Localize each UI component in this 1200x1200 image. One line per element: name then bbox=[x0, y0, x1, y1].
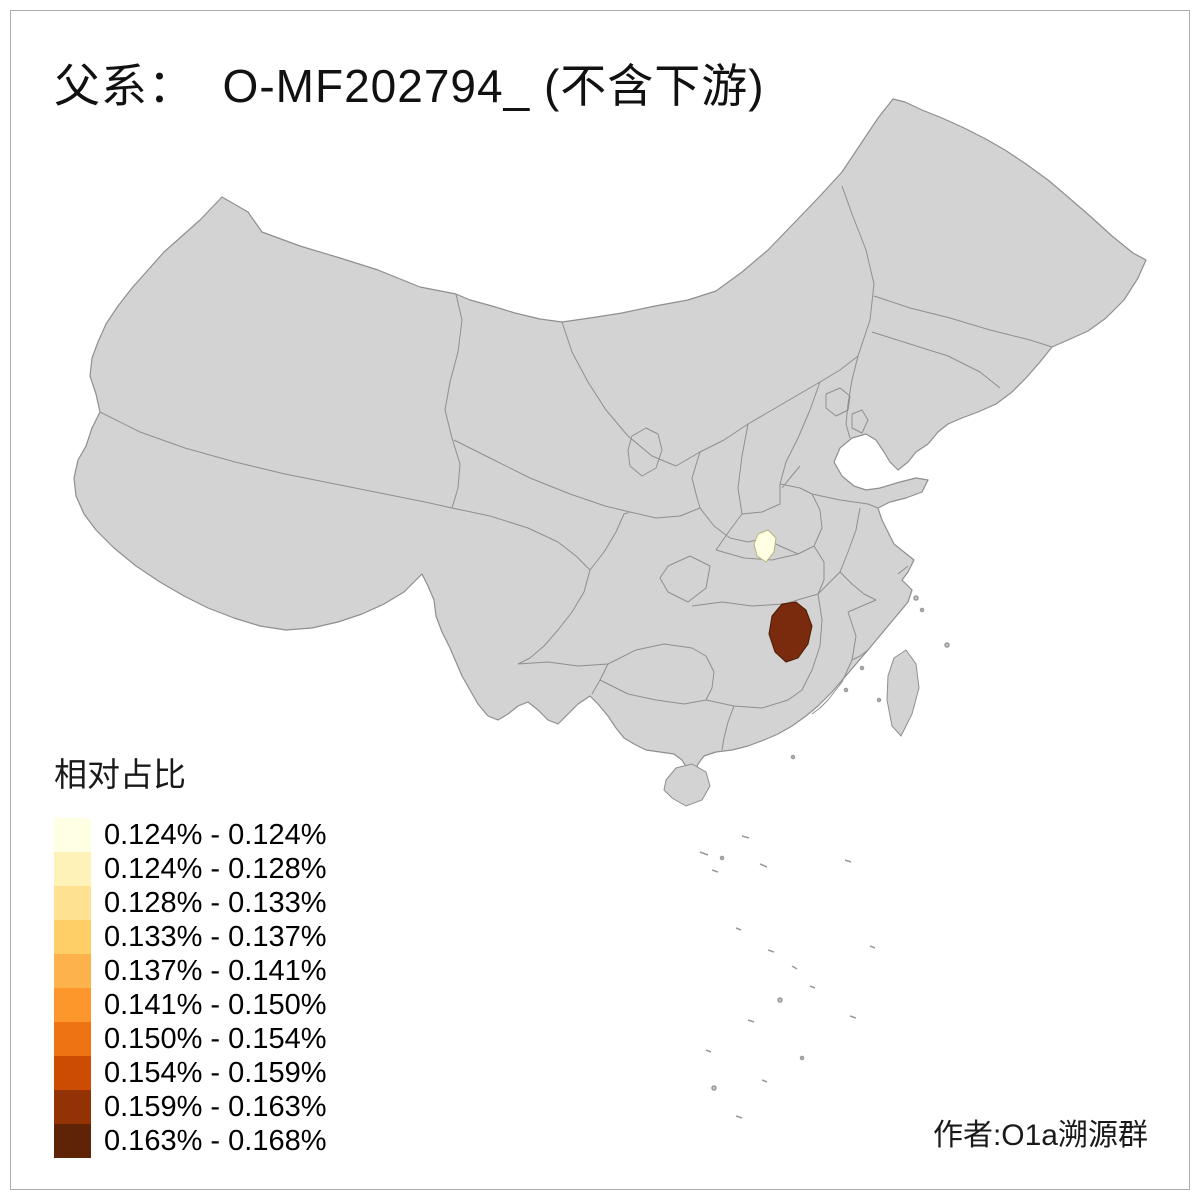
legend-title: 相对占比 bbox=[54, 756, 186, 793]
legend: 相对占比 0.124% - 0.124% 0.124% - 0.128% 0.1… bbox=[54, 748, 326, 1158]
legend-items: 0.124% - 0.124% 0.124% - 0.128% 0.128% -… bbox=[54, 818, 326, 1158]
legend-item: 0.124% - 0.128% bbox=[54, 852, 326, 886]
legend-swatch bbox=[54, 886, 91, 920]
china-mainland bbox=[73, 98, 1147, 775]
legend-item: 0.150% - 0.154% bbox=[54, 1022, 326, 1056]
legend-swatch bbox=[54, 1022, 91, 1056]
legend-label: 0.137% - 0.141% bbox=[104, 954, 327, 987]
legend-item: 0.159% - 0.163% bbox=[54, 1090, 326, 1124]
legend-swatch bbox=[54, 988, 91, 1022]
legend-item: 0.137% - 0.141% bbox=[54, 954, 326, 988]
legend-item: 0.163% - 0.168% bbox=[54, 1124, 326, 1158]
legend-label: 0.128% - 0.133% bbox=[104, 886, 327, 919]
region-lowest-bin bbox=[753, 529, 777, 563]
legend-swatch bbox=[54, 954, 91, 988]
author-credit: 作者:O1a溯源群 bbox=[932, 1119, 1148, 1152]
legend-item: 0.133% - 0.137% bbox=[54, 920, 326, 954]
hainan-island bbox=[663, 763, 711, 807]
legend-label: 0.150% - 0.154% bbox=[104, 1022, 327, 1055]
legend-label: 0.159% - 0.163% bbox=[104, 1090, 327, 1123]
legend-item: 0.141% - 0.150% bbox=[54, 988, 326, 1022]
legend-swatch bbox=[54, 1124, 91, 1158]
legend-label: 0.141% - 0.150% bbox=[104, 988, 327, 1021]
legend-label: 0.163% - 0.168% bbox=[104, 1124, 327, 1157]
taiwan-island bbox=[886, 649, 920, 737]
legend-swatch bbox=[54, 852, 91, 886]
legend-label: 0.154% - 0.159% bbox=[104, 1056, 327, 1089]
legend-label: 0.124% - 0.124% bbox=[104, 818, 327, 851]
map-title: 父系： O-MF202794_ (不含下游) bbox=[54, 60, 765, 112]
legend-swatch bbox=[54, 818, 91, 852]
legend-swatch bbox=[54, 1090, 91, 1124]
legend-item: 0.124% - 0.124% bbox=[54, 818, 326, 852]
legend-item: 0.128% - 0.133% bbox=[54, 886, 326, 920]
legend-label: 0.133% - 0.137% bbox=[104, 920, 327, 953]
legend-item: 0.154% - 0.159% bbox=[54, 1056, 326, 1090]
province-borders bbox=[99, 185, 1053, 751]
legend-label: 0.124% - 0.128% bbox=[104, 852, 327, 885]
legend-swatch bbox=[54, 1056, 91, 1090]
south-china-sea-islands bbox=[699, 595, 950, 1119]
region-highest-bin bbox=[768, 601, 813, 663]
legend-swatch bbox=[54, 920, 91, 954]
